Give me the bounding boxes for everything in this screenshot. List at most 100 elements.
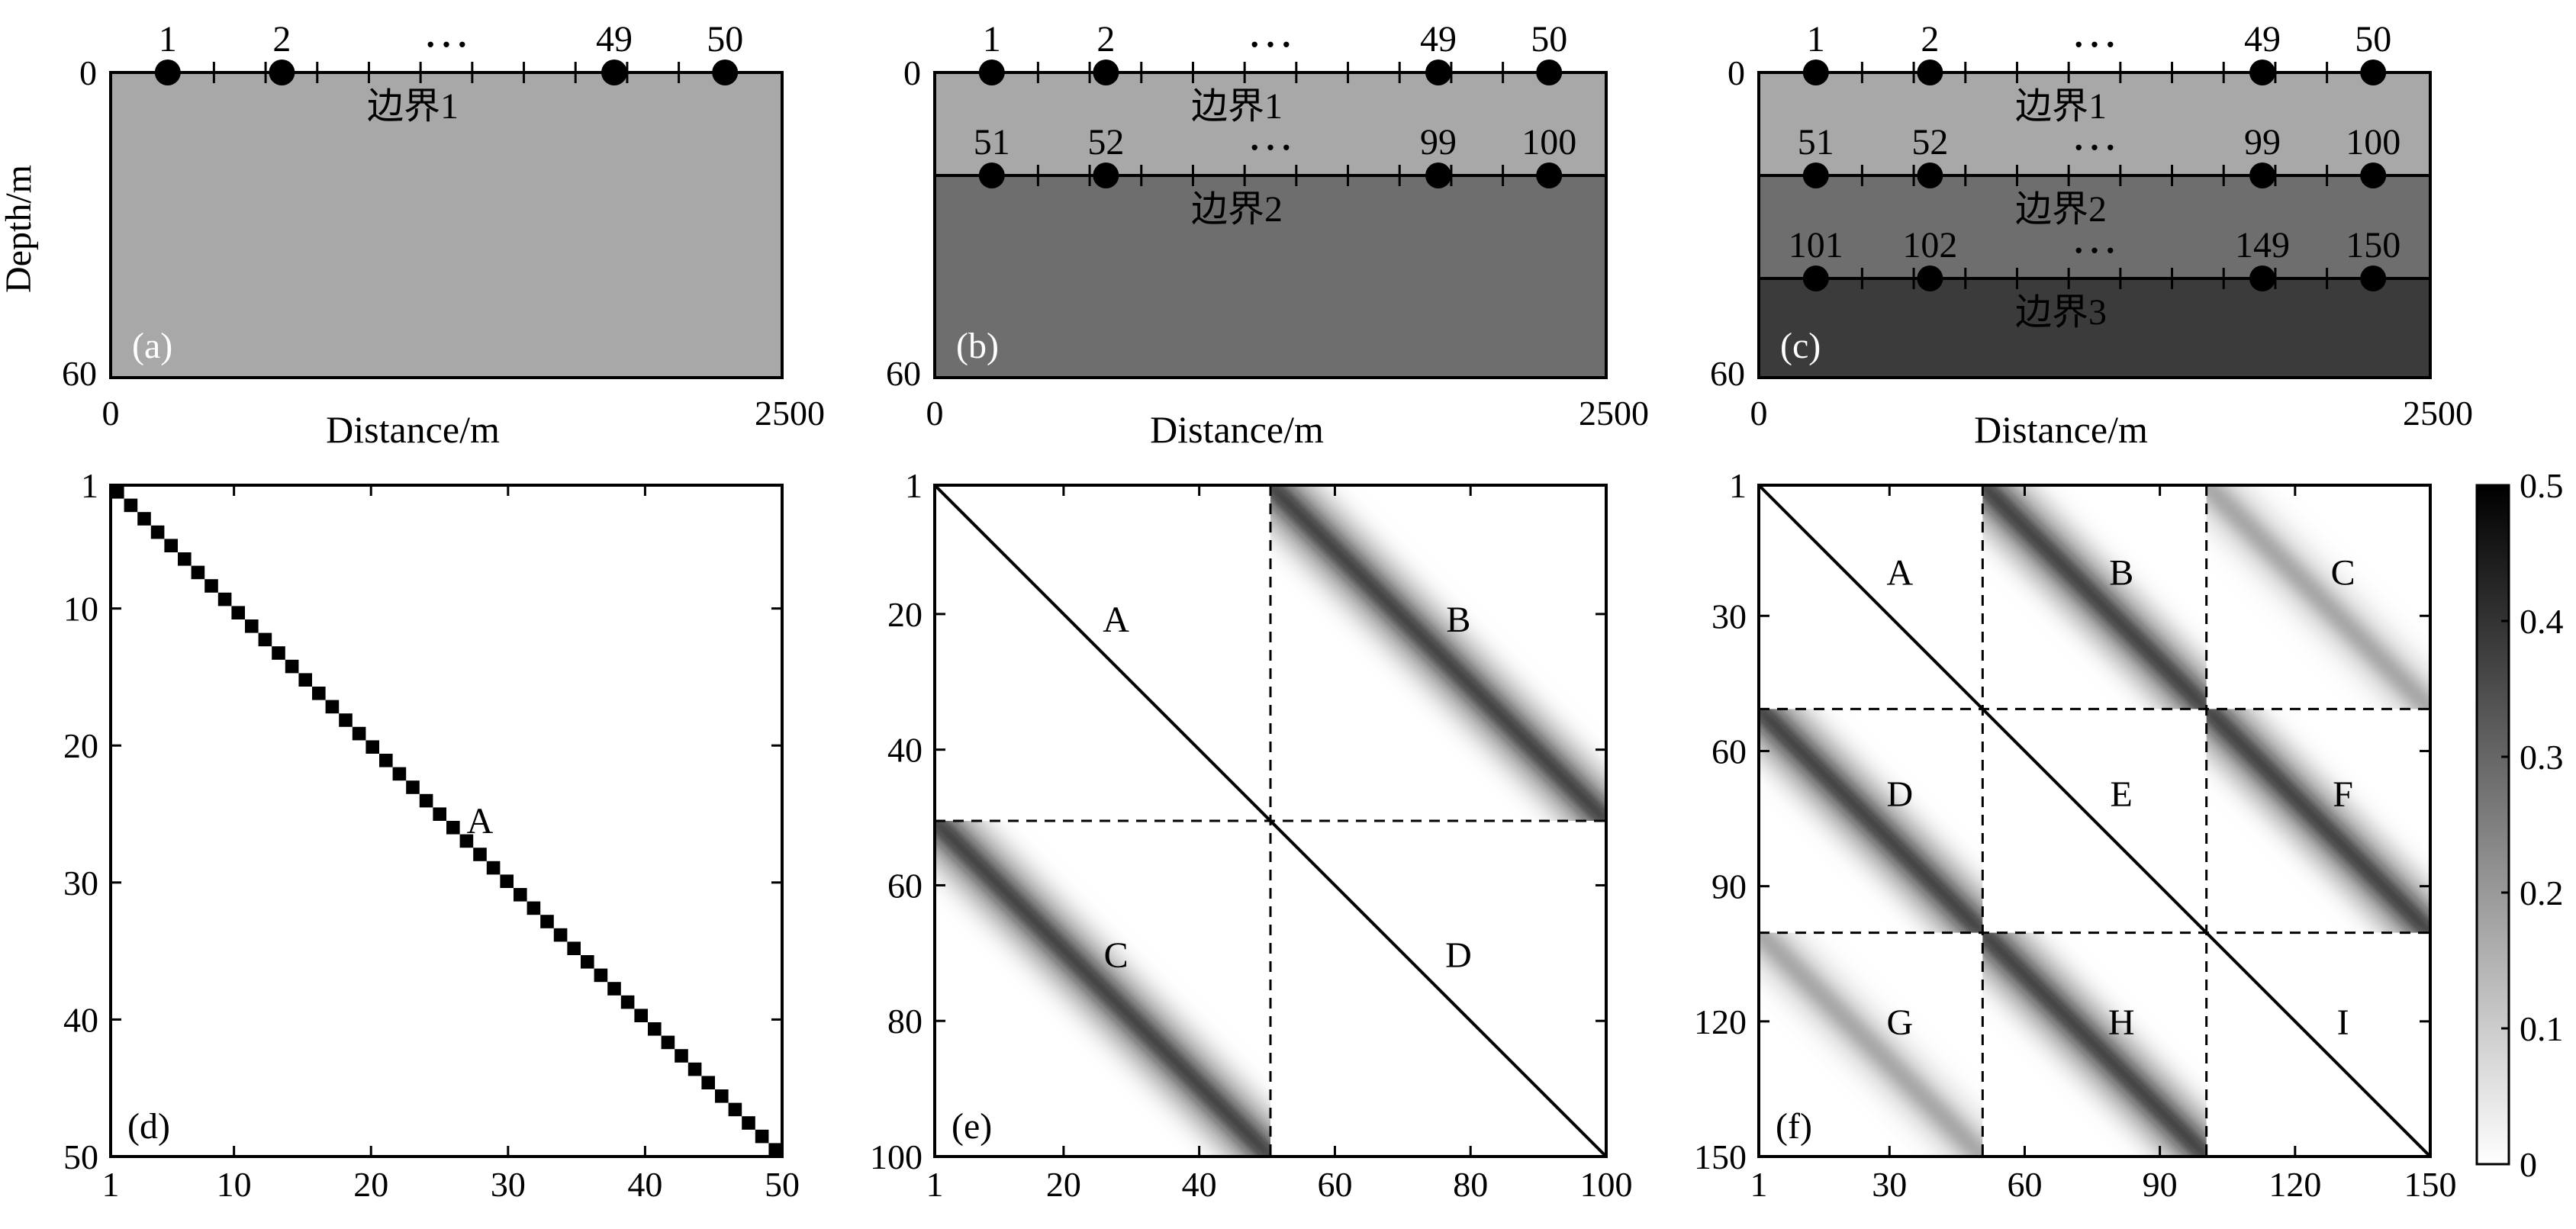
- observation-point: [712, 60, 739, 85]
- y-tick-label: 40: [887, 731, 923, 770]
- band-block: [1270, 485, 1606, 821]
- boundary-label: 边界2: [2015, 189, 2107, 230]
- observation-point: [1802, 265, 1829, 291]
- point-number: 102: [1902, 225, 1957, 265]
- diagonal-cell: [258, 632, 272, 647]
- layer-1: [111, 72, 782, 378]
- diagonal-cell: [379, 754, 393, 767]
- colorbar-tick-label: 0.5: [2520, 466, 2564, 505]
- observation-point: [1917, 162, 1943, 188]
- boundary-label: 边界1: [1191, 86, 1283, 127]
- layer-2: [935, 175, 1606, 378]
- diagonal-cell: [687, 1062, 702, 1076]
- point-number: 1: [983, 19, 1001, 60]
- diagonal-cell: [325, 700, 340, 714]
- matrix-frame: [933, 484, 1608, 1158]
- point-number: 49: [596, 19, 633, 60]
- x-tick-label: 120: [2268, 1165, 2321, 1204]
- block-letter: E: [2111, 774, 2133, 815]
- observation-point: [978, 162, 1005, 188]
- point-number: 99: [1420, 122, 1457, 162]
- x-tick-label: 60: [1317, 1165, 1352, 1204]
- block-letter: F: [2333, 774, 2353, 815]
- observation-point: [1917, 265, 1943, 291]
- distance-tick: 0: [102, 394, 120, 433]
- x-tick-label: 80: [1453, 1165, 1488, 1204]
- diagonal-cell: [231, 606, 245, 619]
- depth-axis-label: Depth/m: [0, 165, 39, 293]
- band-core: [1982, 485, 2207, 709]
- band-core: [2206, 485, 2431, 709]
- layer-3: [1759, 278, 2430, 378]
- observation-point: [1802, 162, 1829, 188]
- point-number: 100: [2346, 122, 2401, 162]
- point-number: 1: [1807, 19, 1825, 60]
- depth-tick: 60: [1710, 354, 1745, 393]
- block-letter: H: [2108, 1002, 2135, 1043]
- colorbar-tick-label: 0: [2520, 1145, 2537, 1184]
- diagonal-cell: [392, 767, 407, 781]
- block-letter: A: [1886, 552, 1913, 593]
- y-tick-label: 40: [63, 1000, 98, 1039]
- depth-tick: 0: [903, 53, 921, 92]
- y-tick-label: 10: [63, 590, 98, 629]
- panel-label: (e): [952, 1106, 992, 1147]
- y-tick-label: 150: [1694, 1137, 1747, 1176]
- point-number: 51: [1798, 122, 1834, 162]
- diagonal-cell: [553, 928, 568, 942]
- boundary-label: 边界2: [1191, 189, 1283, 230]
- ellipsis-mark: …: [423, 5, 470, 57]
- point-number: 101: [1789, 225, 1843, 265]
- point-number: 52: [1911, 122, 1948, 162]
- observation-point: [978, 60, 1005, 85]
- x-tick-label: 1: [926, 1165, 944, 1204]
- diagonal-cell: [406, 780, 420, 794]
- band-block: [2206, 709, 2431, 933]
- y-tick-label: 1: [81, 466, 98, 505]
- band-block: [1982, 932, 2207, 1157]
- x-tick-label: 50: [765, 1165, 800, 1204]
- colorbar: 0.5 0.4 0.3 0.2 0.1 0: [2475, 466, 2564, 1184]
- block-letter: B: [2109, 552, 2133, 593]
- point-number: 50: [707, 19, 743, 60]
- diagonal-cell: [742, 1116, 755, 1130]
- point-number: 149: [2235, 225, 2290, 265]
- block-letter: C: [1104, 935, 1129, 976]
- x-tick-label: 60: [2007, 1165, 2042, 1204]
- boundary-label: 边界1: [367, 86, 459, 127]
- colorbar-tick-label: 0.4: [2520, 602, 2564, 641]
- diagonal-cell: [473, 848, 487, 861]
- y-tick-label: 1: [905, 466, 923, 505]
- observation-point: [1802, 60, 1829, 85]
- layer-1: [1759, 72, 2430, 175]
- x-tick-label: 30: [491, 1165, 526, 1204]
- diagonal-cell: [272, 646, 285, 660]
- y-tick-label: 20: [887, 595, 923, 634]
- y-tick-label: 90: [1711, 867, 1747, 906]
- diagonal-cell: [339, 713, 353, 727]
- diagonal-cell: [500, 874, 514, 888]
- distance-axis-label: Distance/m: [1150, 408, 1324, 451]
- observation-point: [269, 60, 295, 85]
- diagonal-cell: [459, 834, 474, 848]
- point-number: 150: [2346, 225, 2401, 265]
- distance-tick: 0: [1750, 394, 1768, 433]
- point-number: 52: [1087, 122, 1124, 162]
- diagonal-cell: [567, 941, 581, 955]
- observation-point: [1917, 60, 1943, 85]
- colorbar-tick-label: 0.1: [2520, 1009, 2564, 1048]
- ellipsis-mark: …: [2071, 108, 2118, 160]
- matrix-panel-f: 1 1 30 30 60 60 90 90 120 120 150 150 A B C D E F G H I (f): [1694, 466, 2457, 1204]
- observation-point: [1425, 162, 1451, 188]
- x-tick-label: 40: [627, 1165, 662, 1204]
- diagonal-cell: [620, 995, 635, 1009]
- diagonal-cell: [419, 793, 433, 808]
- band-block: [935, 821, 1270, 1157]
- diagonal-cell: [486, 861, 501, 875]
- y-tick-label: 1: [1729, 466, 1747, 505]
- diagonal-cell: [137, 512, 151, 526]
- colorbar-tick-label: 0.2: [2520, 873, 2564, 912]
- band-core: [2206, 709, 2431, 933]
